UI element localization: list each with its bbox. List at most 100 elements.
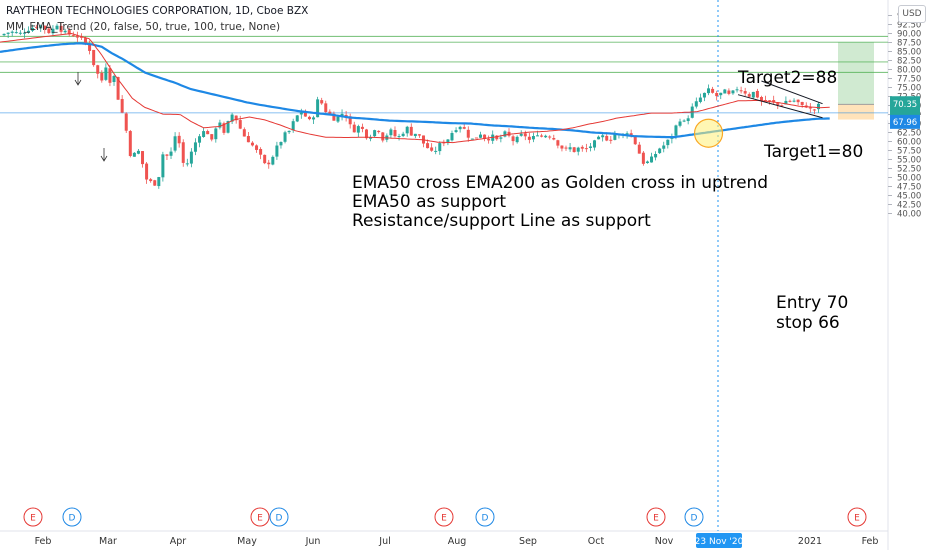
candle-body [348, 116, 352, 125]
candle-body [527, 136, 531, 140]
candle-body [434, 150, 438, 152]
ema-lines [0, 32, 830, 148]
candle-body [116, 77, 120, 100]
candle-body [678, 121, 682, 126]
candle-body [193, 142, 197, 152]
dividend-marker[interactable]: D [62, 507, 82, 527]
crosshair-date-badge: 23 Nov '20 [695, 533, 744, 548]
candle-body [503, 131, 507, 137]
time-axis-label: Jun [305, 536, 321, 547]
candle-body [568, 147, 572, 150]
candle-body [768, 100, 772, 102]
price-tick-label: 45.00 [897, 192, 921, 202]
candle-body [536, 135, 540, 137]
indicator-label[interactable]: MM_EMA_Trend (20, false, 50, true, 100, … [6, 21, 281, 33]
candle-body [458, 126, 462, 130]
candle-body [161, 154, 165, 178]
candle-body [316, 99, 320, 118]
candle-body [454, 130, 458, 132]
time-axis-label: Jul [378, 536, 390, 547]
candle-body [279, 142, 283, 146]
candle-body [92, 49, 96, 66]
price-tick-label: 40.00 [897, 210, 921, 220]
channel-upper-line [761, 80, 823, 105]
candle-body [788, 100, 792, 102]
earnings-marker-ring [434, 507, 454, 527]
earnings-marker-ring [847, 507, 867, 527]
candle-body [393, 129, 397, 137]
candle-body [377, 130, 381, 133]
dividend-marker[interactable]: D [684, 507, 704, 527]
overlay-labels: 70.3501:33:1167.96 [887, 96, 923, 129]
candle-body [381, 132, 385, 141]
candle-body [511, 136, 515, 142]
candle-body [230, 114, 234, 122]
candle-body [75, 35, 79, 38]
candle-body [299, 112, 303, 115]
candle-body [609, 139, 613, 141]
candle-body [67, 30, 71, 35]
candle-body [104, 67, 108, 80]
currency-badge[interactable]: USD [898, 5, 926, 23]
dividend-marker-ring [684, 507, 704, 527]
earnings-marker[interactable]: E [250, 507, 270, 527]
price-tick-label: 85.00 [897, 48, 921, 58]
candle-body [487, 138, 491, 141]
candle-body [389, 129, 393, 136]
earnings-marker-letter: E [257, 514, 263, 524]
ema-slow-line [0, 42, 830, 139]
price-tick-label: 50.00 [897, 174, 921, 184]
candle-body [369, 137, 373, 139]
candle-body [739, 90, 743, 92]
candle-body [210, 134, 214, 140]
candle-body [417, 134, 421, 136]
dividend-marker[interactable]: D [475, 507, 495, 527]
candle-body [79, 36, 83, 38]
target2-label: Target2=88 [738, 68, 838, 88]
candle-body [560, 145, 564, 149]
earnings-marker-letter: E [653, 514, 659, 524]
candle-body [287, 130, 291, 133]
price-tick-label: 75.00 [897, 84, 921, 94]
candle-body [108, 68, 112, 83]
candle-body [283, 132, 287, 142]
candle-body [169, 151, 173, 156]
candle-body [466, 129, 470, 138]
target-zone-layer [838, 42, 874, 120]
candle-body [580, 146, 584, 149]
candle-body [576, 147, 580, 152]
candle-body [588, 146, 592, 149]
candle-body [124, 113, 128, 131]
earnings-marker[interactable]: E [847, 507, 867, 527]
candle-body [198, 136, 202, 143]
thesis-line-3: Resistance/support Line as support [352, 211, 651, 231]
candle-body [336, 116, 340, 122]
candle-body [185, 163, 189, 165]
event-markers[interactable]: E E E E ED D D D [23, 507, 867, 527]
candle-body [177, 135, 181, 144]
candle-body [601, 135, 605, 138]
candle-body [356, 126, 360, 133]
target-zone [838, 42, 874, 105]
candle-body [531, 136, 535, 140]
earnings-marker[interactable]: E [23, 507, 43, 527]
earnings-marker[interactable]: E [646, 507, 666, 527]
price-tick-label: 47.50 [897, 183, 921, 193]
earnings-marker[interactable]: E [434, 507, 454, 527]
price-tick-label: 82.50 [897, 57, 921, 67]
candle-body [641, 152, 645, 164]
dividend-marker[interactable]: D [269, 507, 289, 527]
time-axis-label: Feb [862, 536, 879, 547]
earnings-marker-ring [23, 507, 43, 527]
candle-body [401, 133, 405, 137]
candle-body [100, 72, 104, 81]
candle-body [255, 145, 259, 150]
earnings-marker-ring [646, 507, 666, 527]
candle-body [112, 76, 116, 83]
candle-body [743, 91, 747, 94]
candle-body [450, 133, 454, 141]
chart-title: RAYTHEON TECHNOLOGIES CORPORATION, 1D, C… [6, 5, 309, 17]
candle-body [218, 122, 222, 128]
candle-body [291, 121, 295, 131]
